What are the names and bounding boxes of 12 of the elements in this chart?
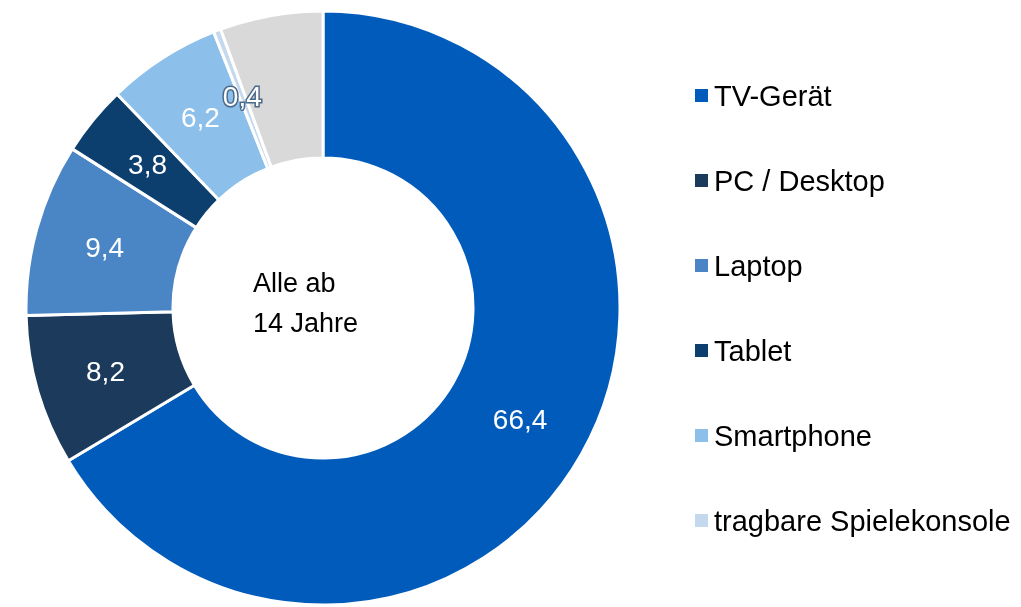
data-label: 9,4	[85, 232, 125, 264]
text: Alle ab 14 Jahre	[253, 268, 359, 338]
data-label: 66,4	[492, 404, 548, 436]
legend-label: Smartphone	[714, 419, 872, 452]
legend-label: Tablet	[714, 334, 792, 367]
legend-label: tragbare Spielekonsole	[714, 504, 1011, 537]
data-label: 3,8	[128, 149, 168, 181]
data-label: 8,2	[86, 355, 125, 387]
legend-label: Laptop	[714, 249, 803, 282]
legend-label: PC / Desktop	[714, 164, 885, 197]
data-label: 6,2	[180, 102, 220, 134]
legend-label: TV-Gerät	[714, 79, 832, 112]
